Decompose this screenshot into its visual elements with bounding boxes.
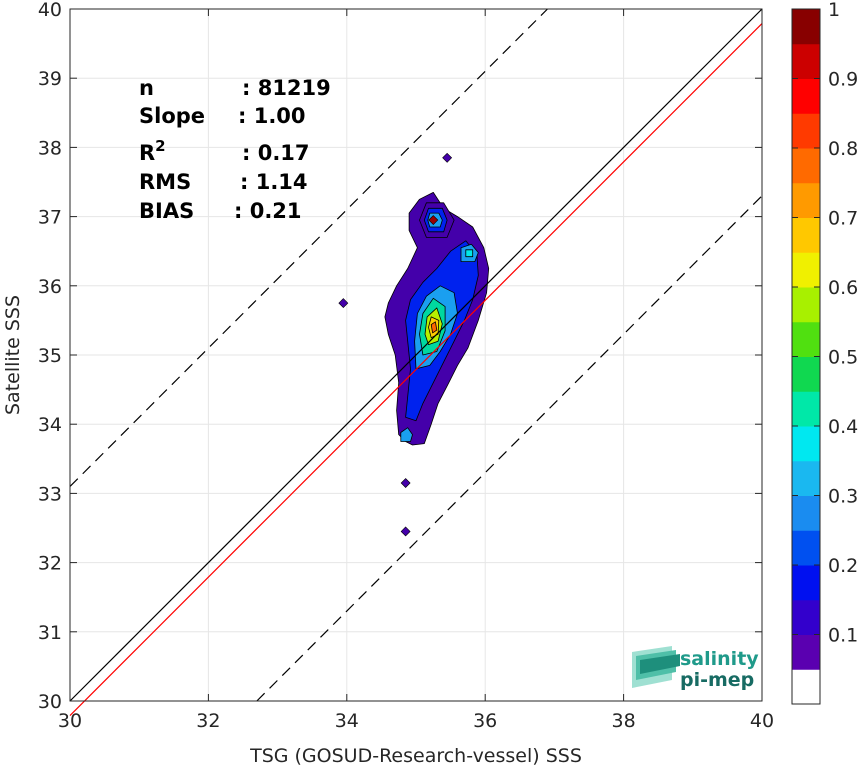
x-tick-label: 30: [58, 710, 82, 732]
x-tick-label: 38: [612, 710, 636, 732]
density-contour-6: [430, 321, 438, 334]
colorbar-tick-label: 0.5: [828, 347, 858, 369]
stat-value-n: : 81219: [242, 76, 331, 100]
stat-label-rms: RMS: [139, 170, 191, 194]
x-tick-label: 32: [196, 710, 220, 732]
colorbar-tick-label: 0.8: [828, 138, 858, 160]
logo-wave-icon: [632, 646, 680, 688]
colorbar-segment: [792, 530, 820, 566]
density-spot-0: [428, 215, 439, 225]
colorbar-tick-label: 0.9: [828, 69, 858, 91]
y-tick-label: 36: [38, 276, 62, 298]
colorbar-tick-label: 0.1: [828, 625, 858, 647]
identity-line: [69, 8, 763, 702]
colorbar-segment: [792, 460, 820, 496]
y-tick-label: 31: [38, 622, 62, 644]
logo-line2: pi-mep: [680, 669, 754, 691]
y-axis-label: Satellite SSS: [2, 295, 24, 415]
reference-lines: [69, 8, 763, 716]
x-tick-label: 34: [335, 710, 359, 732]
y-tick-label: 37: [38, 207, 62, 229]
stat-label-slope: Slope: [139, 104, 205, 128]
density-spot-3: [400, 478, 411, 488]
x-tick-label: 40: [750, 710, 774, 732]
colorbar-tick-label: 0.2: [828, 555, 858, 577]
colorbar-segment: [792, 634, 820, 670]
stat-value-slope: : 1.00: [238, 104, 306, 128]
stat-value-bias: : 0.21: [234, 199, 302, 223]
colorbar-segment: [792, 321, 820, 357]
colorbar: 0.1 0.2 0.3 0.4 0.5 0.6 0.7 0.8 0.9 1: [791, 0, 858, 705]
colorbar-segment: [792, 426, 820, 462]
colorbar-segment: [792, 217, 820, 253]
colorbar-segment: [792, 599, 820, 635]
plot-area: 30 32 34 36 38 40 30 31 32 33 34 35 36 37 38 39 40: [38, 0, 774, 732]
x-axis-label: TSG (GOSUD-Research-vessel) SSS: [249, 745, 582, 767]
colorbar-segment: [792, 78, 820, 114]
stat-value-rms: : 1.14: [240, 170, 308, 194]
colorbar-segment: [792, 252, 820, 288]
colorbar-tick-label: 0.6: [828, 277, 858, 299]
colorbar-tick-label: 0.7: [828, 208, 858, 230]
density-contour-12: [465, 249, 474, 258]
colorbar-segment: [792, 9, 820, 45]
y-axis-ticks: 30 31 32 33 34 35 36 37 38 39 40: [38, 0, 762, 713]
stat-label-superscript: 2: [155, 137, 165, 155]
density-contours: [338, 152, 490, 537]
stat-value-r: : 0.17: [242, 141, 310, 165]
colorbar-segment: [792, 182, 820, 218]
colorbar-segment: [792, 495, 820, 531]
salinity-pimep-logo: salinity pi-mep: [632, 646, 759, 691]
y-tick-label: 38: [38, 137, 62, 159]
colorbar-tick-label: 0.3: [828, 486, 858, 508]
y-tick-label: 35: [38, 345, 62, 367]
colorbar-segment: [792, 565, 820, 601]
logo-line1: salinity: [680, 648, 759, 670]
x-axis-ticks: 30 32 34 36 38 40: [58, 9, 774, 732]
y-tick-label: 39: [38, 68, 62, 90]
density-contour-13: [400, 427, 413, 442]
colorbar-tick-label: 0.4: [828, 416, 858, 438]
x-tick-label: 36: [473, 710, 497, 732]
lower-bound-line: [256, 195, 763, 702]
colorbar-segment: [792, 287, 820, 323]
colorbar-segment: [792, 43, 820, 79]
density-spot-4: [400, 526, 411, 537]
colorbar-segment: [792, 669, 820, 705]
colorbar-tick-label: 1: [828, 0, 840, 21]
y-tick-label: 30: [38, 691, 62, 713]
stat-label-n: n: [139, 76, 154, 100]
y-tick-label: 34: [38, 414, 62, 436]
density-spot-2: [338, 298, 349, 309]
y-tick-label: 33: [38, 483, 62, 505]
colorbar-segment: [792, 113, 820, 149]
density-spot-1: [442, 152, 453, 163]
colorbar-segment: [792, 391, 820, 427]
colorbar-segment: [792, 148, 820, 184]
regression-line: [69, 23, 763, 716]
y-tick-label: 40: [38, 0, 62, 21]
stat-label-bias: BIAS: [139, 199, 194, 223]
y-tick-label: 32: [38, 553, 62, 575]
colorbar-segment: [792, 356, 820, 392]
upper-bound-line: [69, 8, 548, 487]
